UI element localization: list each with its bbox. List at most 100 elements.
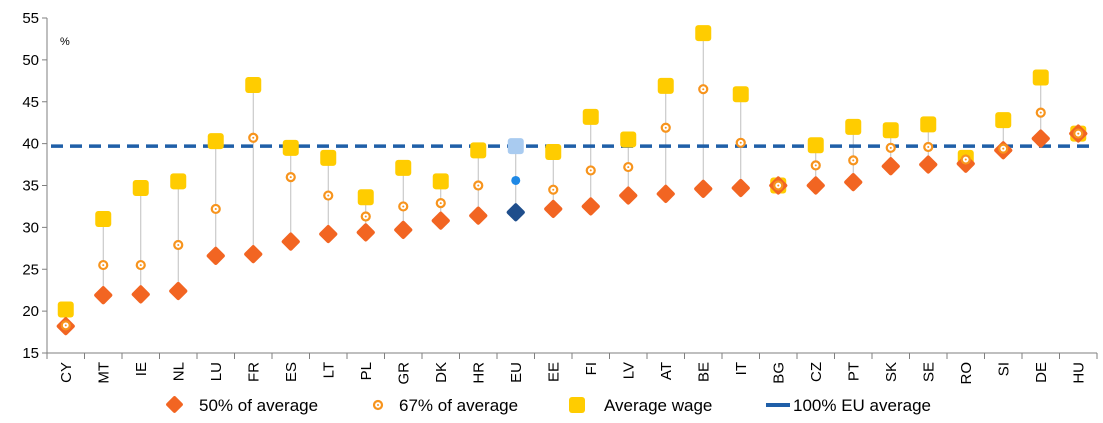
legend-square-icon [569,397,585,413]
x-tick-label-ie: IE [133,362,150,376]
x-tick-label-eu: EU [508,362,525,383]
legend-diamond-icon [166,396,183,413]
sixtyseven-pct-ring-center-cy [64,324,67,327]
x-tick-label-lt: LT [320,362,337,378]
x-tick-label-fi: FI [583,362,600,375]
legend-ring-dot-icon [377,404,379,406]
sixtyseven-pct-ring-center-it [739,141,742,144]
legend-item-50pct: 50% of average [166,396,318,415]
y-tick-label: 30 [22,219,39,236]
x-tick-label-cz: CZ [808,362,825,382]
sixtyseven-pct-ring-center-lu [214,207,217,210]
axes: 15 20 25 30 35 40 45 50 55 CY MT IE NL LU FR ES LT PL GR DK… [22,10,1098,385]
avg-wage-square-mt [95,211,112,227]
y-tick-label: 15 [22,345,39,362]
avg-wage-square-it [732,86,749,103]
fifty-pct-diamond-fi [581,197,600,216]
fifty-pct-diamond-pt [844,173,863,192]
sixtyseven-pct-ring-center-hr [477,184,480,187]
avg-wage-square-eu [507,138,524,155]
avg-wage-square-lt [320,149,337,166]
sixtyseven-pct-dot-eu [511,175,521,185]
fifty-pct-diamond-sk [881,157,900,176]
legend-item-average-wage: Average wage [569,396,712,415]
sixtyseven-pct-ring-center-mt [102,264,105,267]
x-tick-label-si: SI [995,362,1012,376]
fifty-pct-diamond-be [694,179,713,198]
fifty-pct-diamond-ie [131,285,150,304]
sixtyseven-pct-ring-center-pt [852,159,855,162]
avg-wage-square-es [282,139,299,156]
x-tick-label-at: AT [658,362,675,380]
sixtyseven-pct-ring-center-hu [1077,132,1080,135]
avg-wage-square-fi [582,108,599,125]
sixtyseven-pct-ring-center-se [927,145,930,148]
fifty-pct-diamond-lt [319,225,338,244]
y-tick-label: 40 [22,136,39,153]
y-tick-label: 35 [22,178,39,195]
sixtyseven-pct-ring-center-fi [589,169,592,172]
x-tick-label-nl: NL [170,362,187,381]
sixtyseven-pct-ring-center-cz [814,164,817,167]
avg-wage-square-fr [245,77,262,93]
fifty-pct-diamond-se [919,155,938,174]
avg-wage-square-cy [57,301,74,318]
sixtyseven-pct-ring-center-pl [364,215,367,218]
legend-label-67pct: 67% of average [399,396,518,415]
x-tick-label-se: SE [920,362,937,382]
fifty-pct-diamond-eu [506,203,525,222]
avg-wage-square-hr [470,142,487,159]
avg-wage-square-de [1032,69,1049,86]
fifty-pct-diamond-gr [394,220,413,239]
x-tick-label-hu: HU [1070,362,1087,384]
x-tick-label-hr: HR [470,362,487,384]
sixtyseven-pct-ring-center-ee [552,188,555,191]
legend: 50% of average 67% of average Average wa… [166,396,931,415]
sixtyseven-pct-ring-center-lv [627,166,630,169]
avg-wage-square-cz [807,137,824,154]
sixtyseven-pct-ring-center-sk [889,146,892,149]
x-tick-label-dk: DK [433,362,450,383]
fifty-pct-diamond-at [656,184,675,203]
avg-wage-square-be [695,25,712,42]
sixtyseven-pct-ring-center-dk [439,202,442,205]
sixtyseven-pct-ring-center-lt [327,194,330,197]
sixtyseven-pct-ring-center-si [1002,147,1005,150]
sixtyseven-pct-ring-center-de [1039,111,1042,114]
y-tick-label: 20 [22,303,39,320]
legend-label-average-wage: Average wage [604,396,712,415]
avg-wage-square-se [920,116,937,133]
x-tick-label-pt: PT [845,362,862,381]
y-tick-label: 45 [22,94,39,111]
fifty-pct-diamond-mt [94,286,113,305]
fifty-pct-diamond-hr [469,206,488,225]
y-tick-label: 25 [22,261,39,278]
avg-wage-square-sk [882,122,899,139]
avg-wage-square-dk [432,173,449,190]
x-tick-label-pl: PL [358,362,375,380]
avg-wage-square-si [995,112,1012,129]
sixtyseven-pct-ring-center-ie [139,264,142,267]
x-tick-label-de: DE [1033,362,1050,383]
x-tick-label-gr: GR [395,362,412,385]
x-tick-label-cy: CY [58,362,75,383]
avg-wage-square-ee [545,144,562,160]
avg-wage-square-pl [357,189,374,206]
sixtyseven-pct-ring-center-at [664,126,667,129]
y-tick-label: 50 [22,52,39,69]
avg-wage-square-gr [395,159,412,176]
x-tick-label-be: BE [695,362,712,382]
sixtyseven-pct-ring-center-bg [777,184,780,187]
avg-wage-square-pt [845,118,862,135]
x-tick-label-fr: FR [245,362,262,382]
legend-item-67pct: 67% of average [372,396,518,415]
x-tick-label-sk: SK [883,362,900,382]
x-tick-label-ro: RO [958,362,975,385]
sixtyseven-pct-ring-center-gr [402,205,405,208]
sixtyseven-pct-ring-center-be [702,88,705,91]
fifty-pct-diamond-dk [431,211,450,230]
sixtyseven-pct-ring-center-ro [964,158,967,161]
fifty-pct-diamond-lu [206,246,225,265]
unit-label: % [60,36,70,48]
